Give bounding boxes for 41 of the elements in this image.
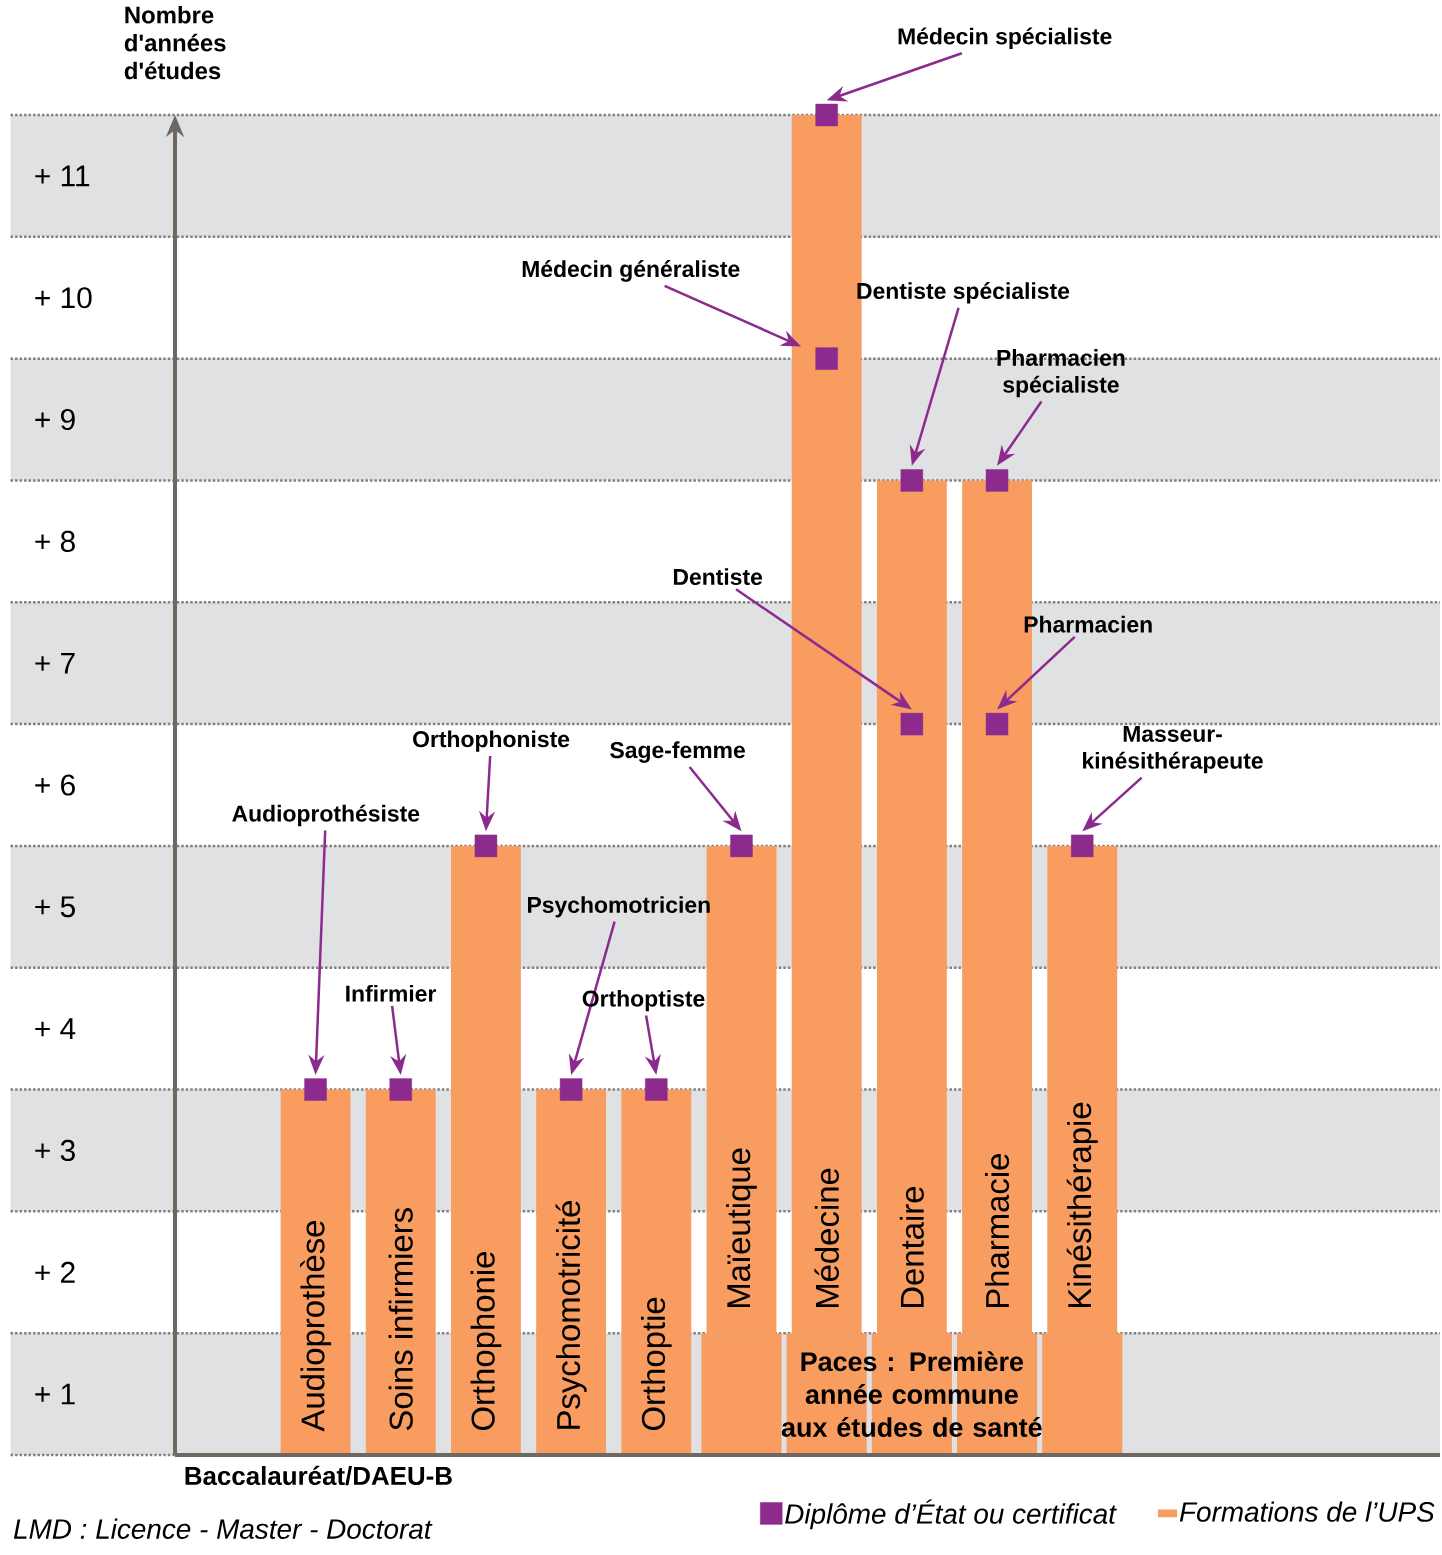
y-tick-label: + 11 [35,165,90,187]
x-tick-label: Médecine [814,1168,839,1308]
y-tick-label: + 3 [35,1139,75,1162]
y-tick-label: + 6 [35,774,75,796]
annotation: Infirmier [346,984,437,1002]
annotation: Sage-femme [610,741,745,763]
bar [451,845,521,1455]
x-tick-label: Maïeutique [726,1148,757,1308]
y-tick-label: + 10 [35,287,92,309]
annotation: Masseur-kinésithérapeute [1083,725,1263,774]
y-tick-label: + 5 [35,896,75,918]
annotation: Pharmacien spécialiste [997,349,1125,398]
text: LMD : Licence - Master - Doctorat [13,1518,433,1539]
y-tick-label: + 2 [35,1261,75,1283]
y-tick-label: + 9 [35,408,75,431]
x-axis-title: Baccalauréat/DAEU-B [185,1465,452,1486]
x-tick-label: Dentaire [899,1186,924,1308]
annotation: Orthophoniste [413,730,570,752]
x-tick-label: Psychomotricité [555,1200,587,1429]
annotation: Audioprothésiste [232,804,420,827]
y-tick-label: + 1 [35,1383,75,1405]
legend-label: Formations de l’UPS [1179,1501,1435,1522]
y-tick-label: + 8 [35,530,75,552]
annotation: Dentiste [673,568,763,586]
bar [536,1089,607,1455]
annotation: Médecin généraliste [522,260,740,282]
x-tick-label: Soins infirmiers [388,1208,413,1431]
bar [621,1089,692,1455]
bar [365,1089,436,1455]
bar [280,1089,351,1455]
series-label: Paces : Première année commune aux études de santé [781,1351,1042,1437]
legend-label: Diplôme d’État ou certificat [785,1499,1117,1530]
y-tick-label: + 7 [35,652,75,674]
x-tick-label: Orthoptie [640,1297,672,1430]
x-tick-label: Pharmacie [984,1154,1010,1308]
x-tick-label: Audioprothèse [300,1221,332,1432]
x-tick-label: Orthophonie [470,1252,502,1430]
y-axis-title: Nombre d'années d'études [124,5,226,80]
text: Médecin spécialiste [898,27,1112,50]
x-tick-label: Kinésithérapie [1066,1102,1098,1308]
y-tick-label: + 4 [35,1018,76,1039]
